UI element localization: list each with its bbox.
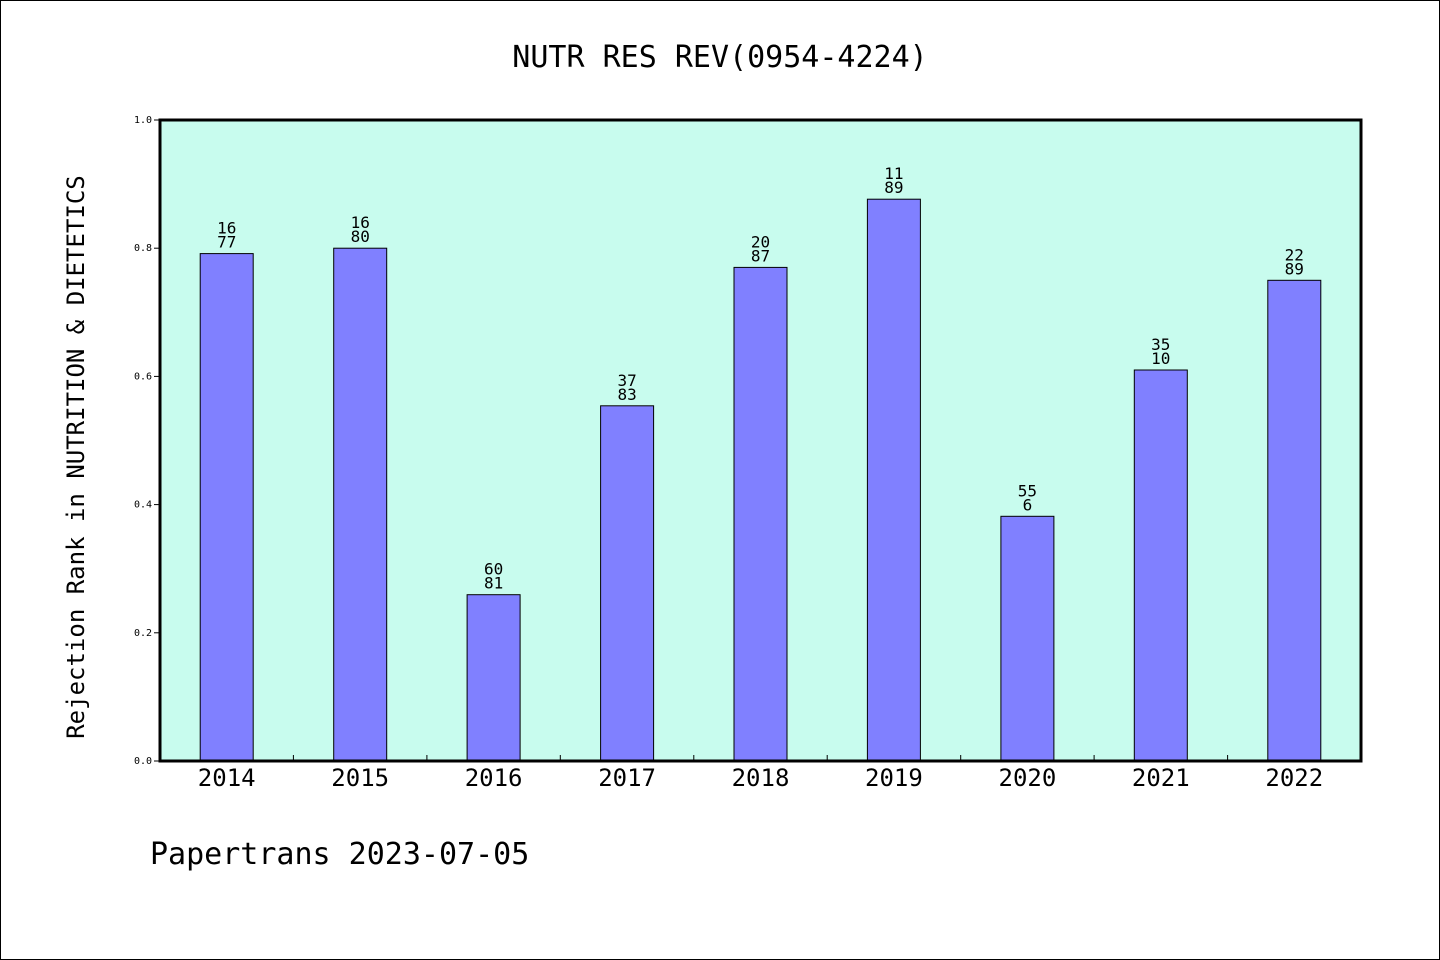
bar-2018 <box>733 266 788 762</box>
bar-label-bottom: 10 <box>1151 349 1170 368</box>
y-tick-label: 0.2 <box>134 628 152 639</box>
bar-label-bottom: 6 <box>1023 495 1033 514</box>
bar-2014 <box>199 253 254 762</box>
bar-2019 <box>866 198 921 762</box>
bar-label-top: 16 <box>351 213 370 232</box>
bar-2020 <box>1000 515 1055 762</box>
bar-label-bottom: 83 <box>617 385 636 404</box>
bar-2021 <box>1133 369 1188 762</box>
y-tick-label: 0.8 <box>134 243 152 254</box>
bar-label-top: 22 <box>1285 245 1304 264</box>
bar-2022 <box>1267 279 1322 762</box>
y-tick-label: 1.0 <box>134 115 152 126</box>
bar-label-bottom: 89 <box>884 178 903 197</box>
axis-ticks: 2014 2015 2016 2017 2018 2019 2020 2021 20220.00… <box>134 115 1323 792</box>
x-tick-label: 2020 <box>999 764 1057 792</box>
bar-2017 <box>600 405 655 762</box>
y-tick-label: 0.0 <box>134 756 152 767</box>
bar-label-top: 35 <box>1151 335 1170 354</box>
bar-label-bottom: 81 <box>484 574 503 593</box>
plot-frame <box>158 118 1363 763</box>
bar-label-top: 60 <box>484 560 503 579</box>
y-tick-label: 0.6 <box>134 371 152 382</box>
chart-title: NUTR RES REV(0954-4224) <box>512 40 927 75</box>
x-tick-label: 2019 <box>865 764 923 792</box>
footer-text: Papertrans 2023-07-05 <box>150 837 529 872</box>
x-tick-label: 2022 <box>1265 764 1323 792</box>
x-tick-label: 2015 <box>331 764 389 792</box>
bar-label-top: 16 <box>217 219 236 238</box>
x-tick-label: 2017 <box>598 764 656 792</box>
bar-label-bottom: 87 <box>751 246 770 265</box>
x-tick-label: 2018 <box>732 764 790 792</box>
bar-label-top: 37 <box>617 371 636 390</box>
bar-label-top: 20 <box>751 232 770 251</box>
bar-label-top: 11 <box>884 164 903 183</box>
bar-label-bottom: 77 <box>217 233 236 252</box>
x-tick-label: 2014 <box>198 764 256 792</box>
y-tick-label: 0.4 <box>134 500 152 511</box>
x-tick-label: 2021 <box>1132 764 1190 792</box>
x-tick-label: 2016 <box>465 764 523 792</box>
bar-label-bottom: 89 <box>1285 259 1304 278</box>
bar-2016 <box>466 594 521 762</box>
bar-label-top: 55 <box>1018 481 1037 500</box>
bar-2015 <box>333 247 388 762</box>
bar-label-bottom: 80 <box>351 227 370 246</box>
y-axis-label: Rejection Rank in NUTRITION & DIETETICS <box>62 175 90 739</box>
